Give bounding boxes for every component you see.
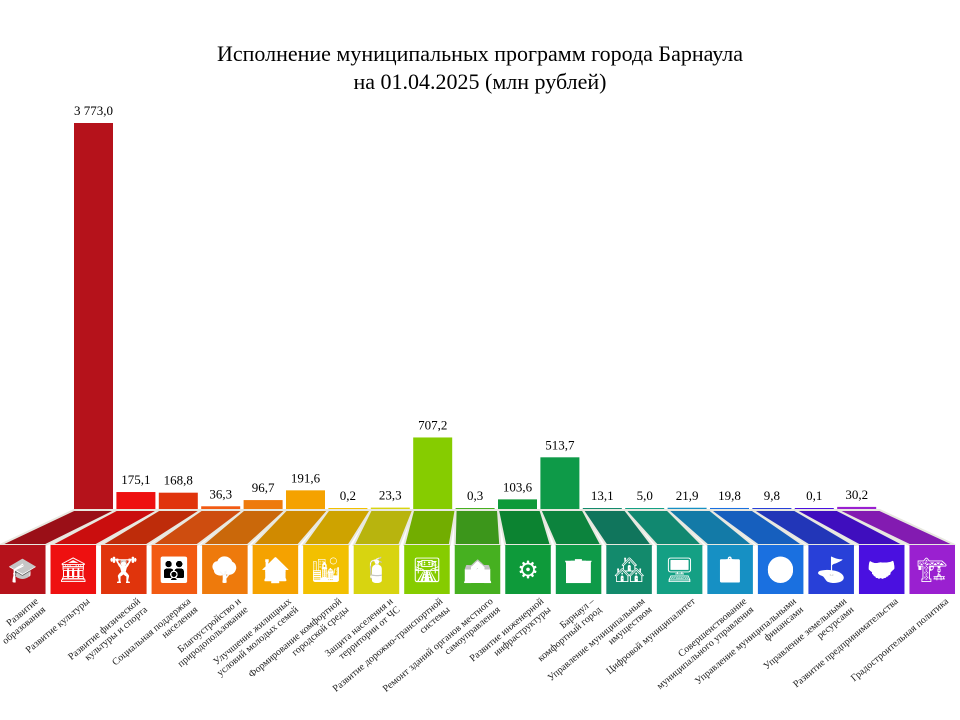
bar bbox=[116, 492, 156, 510]
category-tile bbox=[858, 545, 905, 594]
value-label: 9,8 bbox=[764, 488, 780, 503]
bar bbox=[243, 500, 283, 510]
category-tile bbox=[808, 545, 854, 594]
value-label: 168,8 bbox=[164, 473, 193, 488]
category-tile bbox=[101, 545, 147, 594]
bar bbox=[158, 492, 198, 510]
category-tile bbox=[404, 545, 450, 594]
handshake-icon: 🤝 bbox=[866, 555, 897, 584]
category-tile bbox=[707, 545, 753, 594]
category-tile bbox=[50, 545, 97, 594]
bar bbox=[710, 507, 749, 510]
land-icon: ⛳ bbox=[816, 555, 847, 584]
certificate-icon: 📋 bbox=[715, 555, 746, 584]
bar bbox=[667, 507, 707, 510]
bar bbox=[286, 490, 325, 510]
category-tile bbox=[757, 545, 804, 594]
value-label: 707,2 bbox=[418, 417, 447, 432]
property-icon: 🏘 bbox=[613, 555, 645, 584]
value-label: 19,8 bbox=[718, 488, 741, 503]
bar bbox=[413, 437, 453, 510]
value-label: 0,2 bbox=[340, 488, 356, 503]
perspective-band bbox=[706, 509, 807, 546]
house-family-icon: 🏠 bbox=[260, 555, 291, 584]
engineering-icon: ⚙ bbox=[517, 555, 539, 584]
category-tile bbox=[454, 545, 501, 594]
category-tile bbox=[202, 545, 248, 594]
category-tile bbox=[505, 545, 551, 594]
category-tile bbox=[353, 545, 400, 594]
value-label: 5,0 bbox=[637, 488, 653, 503]
value-label: 30,2 bbox=[845, 487, 868, 502]
perspective-band bbox=[352, 509, 415, 546]
graduation-cap-icon: 🎓 bbox=[7, 555, 38, 584]
category-tile bbox=[606, 545, 652, 594]
category-tile bbox=[151, 545, 198, 594]
value-label: 191,6 bbox=[291, 470, 321, 485]
value-label: 0,1 bbox=[806, 488, 822, 503]
category-tile bbox=[909, 545, 955, 594]
bar bbox=[540, 457, 580, 510]
bar bbox=[201, 506, 241, 510]
fire-extinguisher-icon: 🧯 bbox=[361, 555, 392, 584]
category-tile bbox=[0, 545, 46, 594]
computer-icon: 🖥 bbox=[664, 555, 695, 584]
city-icon: 🏙 bbox=[310, 555, 342, 584]
athlete-icon: 🏋 bbox=[108, 555, 139, 584]
value-label: 36,3 bbox=[209, 486, 232, 501]
crane-icon: 🏗 bbox=[916, 555, 948, 584]
value-label: 3 773,0 bbox=[74, 103, 113, 118]
value-label: 175,1 bbox=[121, 472, 150, 487]
chart-title: Исполнение муниципальных программ города… bbox=[0, 40, 960, 96]
tree-bench-icon: 🌳 bbox=[209, 555, 240, 584]
value-label: 13,1 bbox=[591, 488, 614, 503]
bar bbox=[74, 123, 113, 510]
category-tile bbox=[555, 545, 602, 594]
building-icon: 🏫 bbox=[462, 555, 493, 584]
value-label: 96,7 bbox=[252, 480, 275, 495]
perspective-band bbox=[453, 509, 502, 546]
value-label: 513,7 bbox=[545, 437, 575, 452]
chart-subtitle: на 01.04.2025 (млн рублей) bbox=[353, 69, 607, 94]
value-label: 0,3 bbox=[467, 488, 483, 503]
column-icon: 🏛 bbox=[58, 555, 89, 584]
value-label: 23,3 bbox=[379, 488, 402, 503]
family-icon: 👪 bbox=[159, 555, 190, 584]
bar bbox=[370, 507, 410, 510]
chart-title-line1: Исполнение муниципальных программ города… bbox=[216, 41, 744, 66]
perspective-band bbox=[402, 509, 457, 546]
road-icon: 🛣 bbox=[411, 555, 443, 584]
bar bbox=[837, 506, 877, 510]
value-label: 21,9 bbox=[676, 488, 699, 503]
category-tile bbox=[656, 545, 703, 594]
category-tile bbox=[303, 545, 349, 594]
comfortable-city-icon: 🏢 bbox=[563, 555, 594, 584]
coins-icon: 🪙 bbox=[765, 555, 796, 584]
category-tile bbox=[252, 545, 299, 594]
bar bbox=[498, 499, 537, 510]
value-label: 103,6 bbox=[503, 479, 533, 494]
